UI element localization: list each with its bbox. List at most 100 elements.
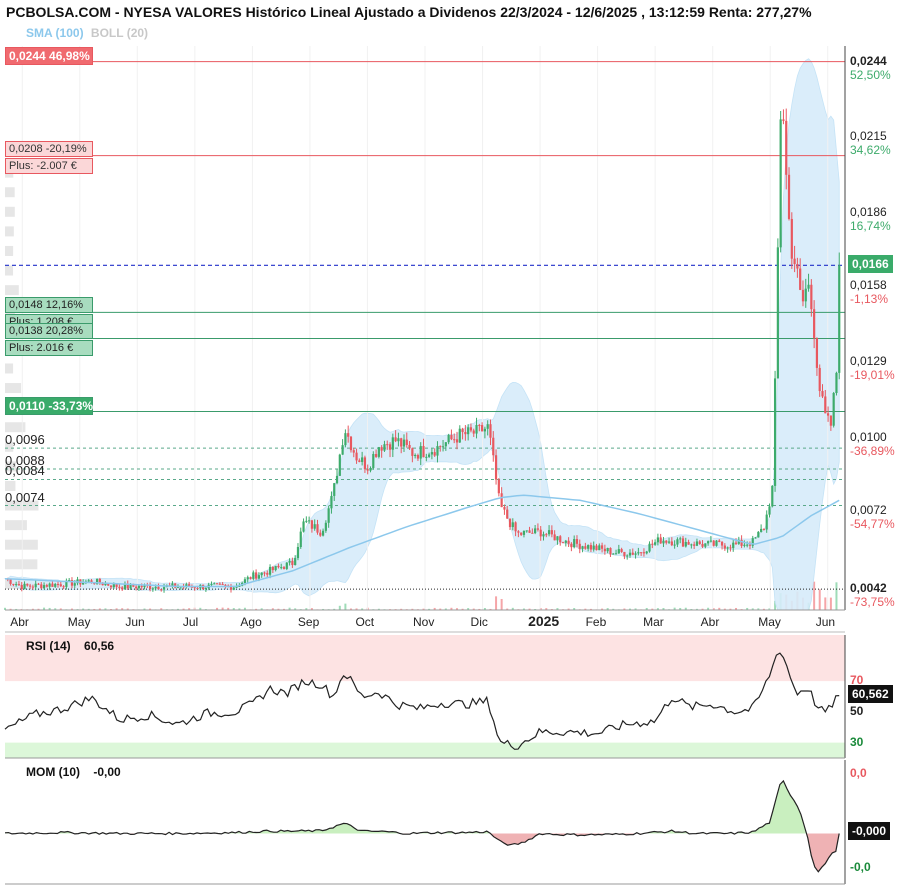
price-candle (838, 265, 841, 373)
boll-legend[interactable]: BOLL (20) (90, 26, 149, 40)
price-candle (441, 446, 445, 448)
price-candle (341, 445, 344, 455)
price-candle (609, 547, 612, 555)
price-candle (213, 583, 216, 585)
volume-bar (723, 608, 726, 610)
price-candle (760, 528, 763, 532)
price-candle (277, 565, 280, 568)
volume-bar (735, 607, 738, 610)
price-candle (160, 589, 163, 591)
price-candle (453, 439, 456, 441)
price-candle (614, 553, 618, 555)
price-candle (676, 539, 679, 545)
price-candle (698, 541, 701, 544)
price-candle (380, 447, 383, 451)
indicator-legend[interactable]: SMA (100) BOLL (20) (26, 26, 148, 40)
price-candle (751, 538, 754, 546)
price-candle (525, 530, 528, 532)
volume-bar (567, 608, 570, 610)
volume-bar (450, 607, 453, 610)
price-candle (670, 541, 673, 546)
price-candle (746, 544, 749, 546)
price-candle (349, 436, 353, 451)
price-candle (718, 540, 721, 542)
price-candle (534, 528, 537, 534)
price-candle (709, 540, 713, 542)
volume-bar (662, 608, 665, 610)
price-candle (20, 584, 23, 590)
price-candle (386, 444, 389, 446)
volume-bar (461, 608, 464, 610)
price-candle (140, 585, 143, 588)
price-candle (338, 454, 341, 476)
price-candle (824, 396, 827, 414)
price-candle (363, 457, 367, 470)
price-candle (801, 289, 805, 302)
price-candle (645, 551, 648, 554)
price-candle (757, 531, 760, 538)
price-candle (327, 508, 330, 523)
y-tick-pct: -73,75% (850, 595, 895, 610)
mom-positive-area (5, 780, 807, 834)
x-tick-label: Dic (470, 615, 488, 629)
volume-bar (428, 608, 431, 610)
y-tick-label: 0,0042 (850, 581, 887, 596)
price-candle (324, 522, 327, 531)
price-candle (310, 520, 314, 529)
volume-profile-bar (5, 245, 14, 256)
sma-legend[interactable]: SMA (100) (26, 26, 84, 40)
volume-bar (584, 608, 587, 610)
price-candle (400, 438, 403, 447)
volume-bar (349, 608, 352, 610)
volume-bar (472, 608, 475, 610)
mom-value-tag: -0,000 (848, 822, 891, 841)
price-candle (547, 530, 551, 535)
price-candle (65, 580, 68, 587)
volume-profile-bar (5, 539, 38, 550)
price-candle (773, 378, 777, 486)
volume-bar (589, 608, 592, 610)
price-candle (299, 531, 302, 548)
y-tick-label: 0,0244 (850, 53, 887, 68)
price-candle (489, 424, 492, 438)
level-label-lvl-0148: 0,0148 12,16% (5, 297, 93, 314)
price-candle (196, 588, 199, 590)
price-candle (433, 452, 436, 456)
rsi-title: RSI (14) 60,56 (26, 639, 114, 653)
y-tick-label: 0,0215 (850, 129, 887, 144)
price-candle (550, 530, 553, 535)
x-tick-label: Jul (182, 615, 199, 629)
price-candle (90, 580, 93, 583)
volume-bar (294, 608, 297, 610)
price-candle (93, 582, 96, 585)
volume-bar (444, 608, 447, 610)
volume-bar (232, 608, 235, 610)
price-candle (361, 457, 364, 462)
price-candle (70, 580, 74, 586)
price-candle (333, 483, 336, 496)
price-candle (31, 586, 35, 588)
price-candle (567, 540, 570, 544)
price-candle (472, 430, 475, 434)
price-candle (695, 541, 699, 546)
price-candle (743, 544, 746, 546)
volume-bar (455, 608, 458, 610)
price-candle (221, 584, 224, 586)
price-candle (377, 447, 380, 457)
price-candle (522, 531, 526, 535)
y-tick-label: 0,0186 (850, 205, 887, 220)
price-candle (193, 586, 196, 589)
price-candle (402, 439, 406, 447)
x-tick-label: Mar (643, 615, 664, 629)
volume-bar (545, 608, 548, 610)
volume-bar (70, 608, 73, 610)
volume-bar (9, 608, 12, 610)
volume-bar (260, 608, 263, 610)
price-candle (575, 539, 579, 544)
price-candle (366, 469, 369, 471)
price-candle (255, 572, 258, 579)
volume-bar (277, 608, 280, 610)
price-candle (771, 485, 774, 507)
price-candle (291, 560, 294, 566)
y-tick-pct: 34,62% (850, 143, 891, 158)
